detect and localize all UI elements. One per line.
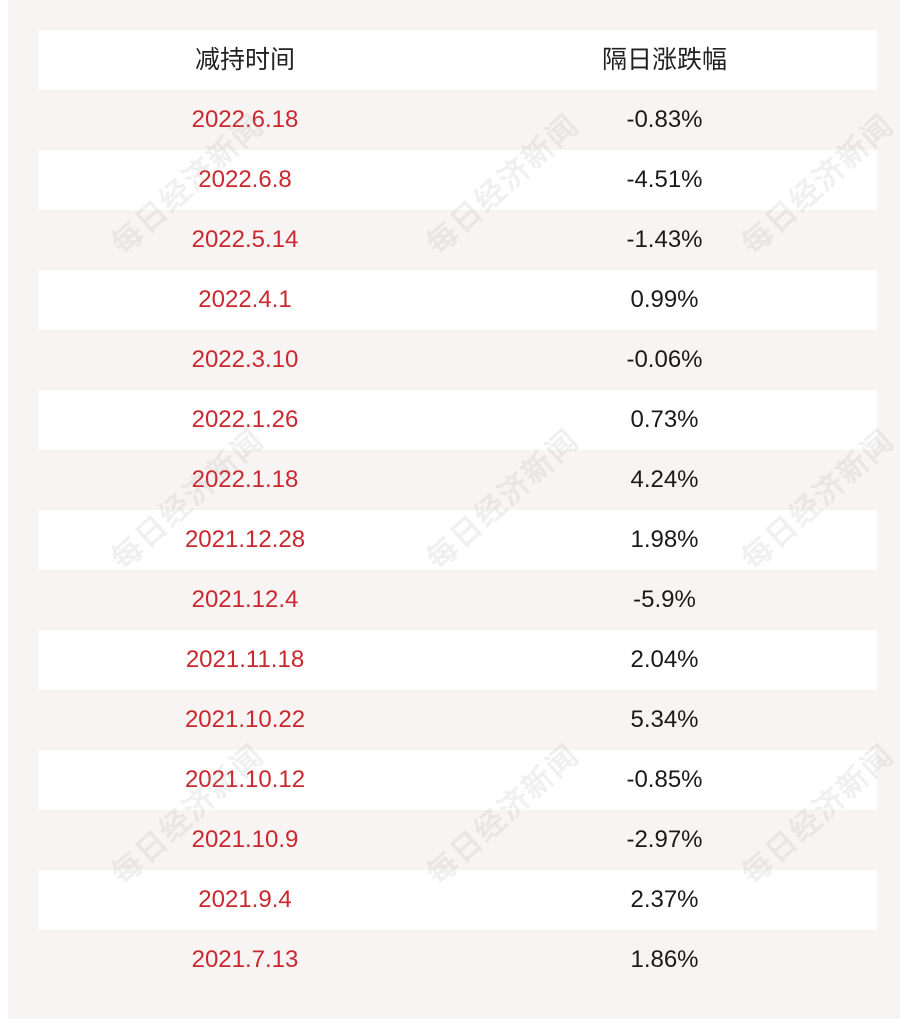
table-row: 2021.10.22 5.34% [38,690,877,750]
next-day-change-cell: -0.06% [626,346,703,373]
header-next-day-change: 隔日涨跌幅 [601,46,727,74]
next-day-change-cell: -5.9% [633,586,696,613]
table-row: 2022.6.8 -4.51% [38,150,877,210]
reduction-date-cell: 2022.5.14 [191,226,299,253]
reduction-date-cell: 2021.11.18 [185,646,305,673]
table-row: 2021.12.28 1.98% [38,510,877,570]
next-day-change-cell: 0.73% [630,406,699,433]
next-day-change-cell: 2.04% [630,646,699,673]
next-day-change-cell: -0.85% [626,766,703,793]
reduction-date-cell: 2021.10.22 [184,706,306,733]
table-row: 2022.4.1 0.99% [38,270,877,330]
reduction-date-cell: 2022.3.10 [191,346,299,373]
next-day-change-cell: -0.83% [626,106,703,133]
reduction-date-cell: 2021.12.28 [184,526,306,553]
next-day-change-cell: -1.43% [626,226,703,253]
table-row: 2021.12.4 -5.9% [38,570,877,630]
next-day-change-cell: 1.98% [630,526,699,553]
reduction-date-cell: 2022.6.18 [191,106,299,133]
table-body: 2022.6.18 -0.83% 2022.6.8 -4.51% 2022.5.14 -1… [38,90,877,990]
reduction-date-cell: 2022.6.8 [198,166,292,193]
table-row: 2021.11.18 2.04% [38,630,877,690]
table-row: 2021.9.4 2.37% [38,870,877,930]
header-reduction-date: 减持时间 [194,46,295,74]
table-row: 2022.6.18 -0.83% [38,90,877,150]
reduction-date-cell: 2021.10.9 [191,826,299,853]
table-row: 2021.10.9 -2.97% [38,810,877,870]
next-day-change-cell: -2.97% [626,826,703,853]
table-row: 2022.5.14 -1.43% [38,210,877,270]
table-row: 2021.7.13 1.86% [38,930,877,990]
reduction-table: 减持时间 隔日涨跌幅 2022.6.18 -0.83% 2022.6.8 -4.51%… [38,30,877,990]
reduction-date-cell: 2021.9.4 [198,886,292,913]
next-day-change-cell: 5.34% [630,706,699,733]
table-row: 2022.3.10 -0.06% [38,330,877,390]
next-day-change-cell: -4.51% [626,166,703,193]
next-day-change-cell: 4.24% [630,466,699,493]
table-row: 2021.10.12 -0.85% [38,750,877,810]
reduction-date-cell: 2022.4.1 [198,286,292,313]
reduction-date-cell: 2021.12.4 [191,586,299,613]
reduction-date-cell: 2021.10.12 [184,766,306,793]
table-row: 2022.1.26 0.73% [38,390,877,450]
next-day-change-cell: 1.86% [630,946,699,973]
table-header-row: 减持时间 隔日涨跌幅 [38,30,877,90]
reduction-date-cell: 2022.1.18 [191,466,299,493]
next-day-change-cell: 2.37% [630,886,699,913]
reduction-date-cell: 2021.7.13 [191,946,299,973]
reduction-date-cell: 2022.1.26 [191,406,299,433]
next-day-change-cell: 0.99% [630,286,699,313]
table-row: 2022.1.18 4.24% [38,450,877,510]
